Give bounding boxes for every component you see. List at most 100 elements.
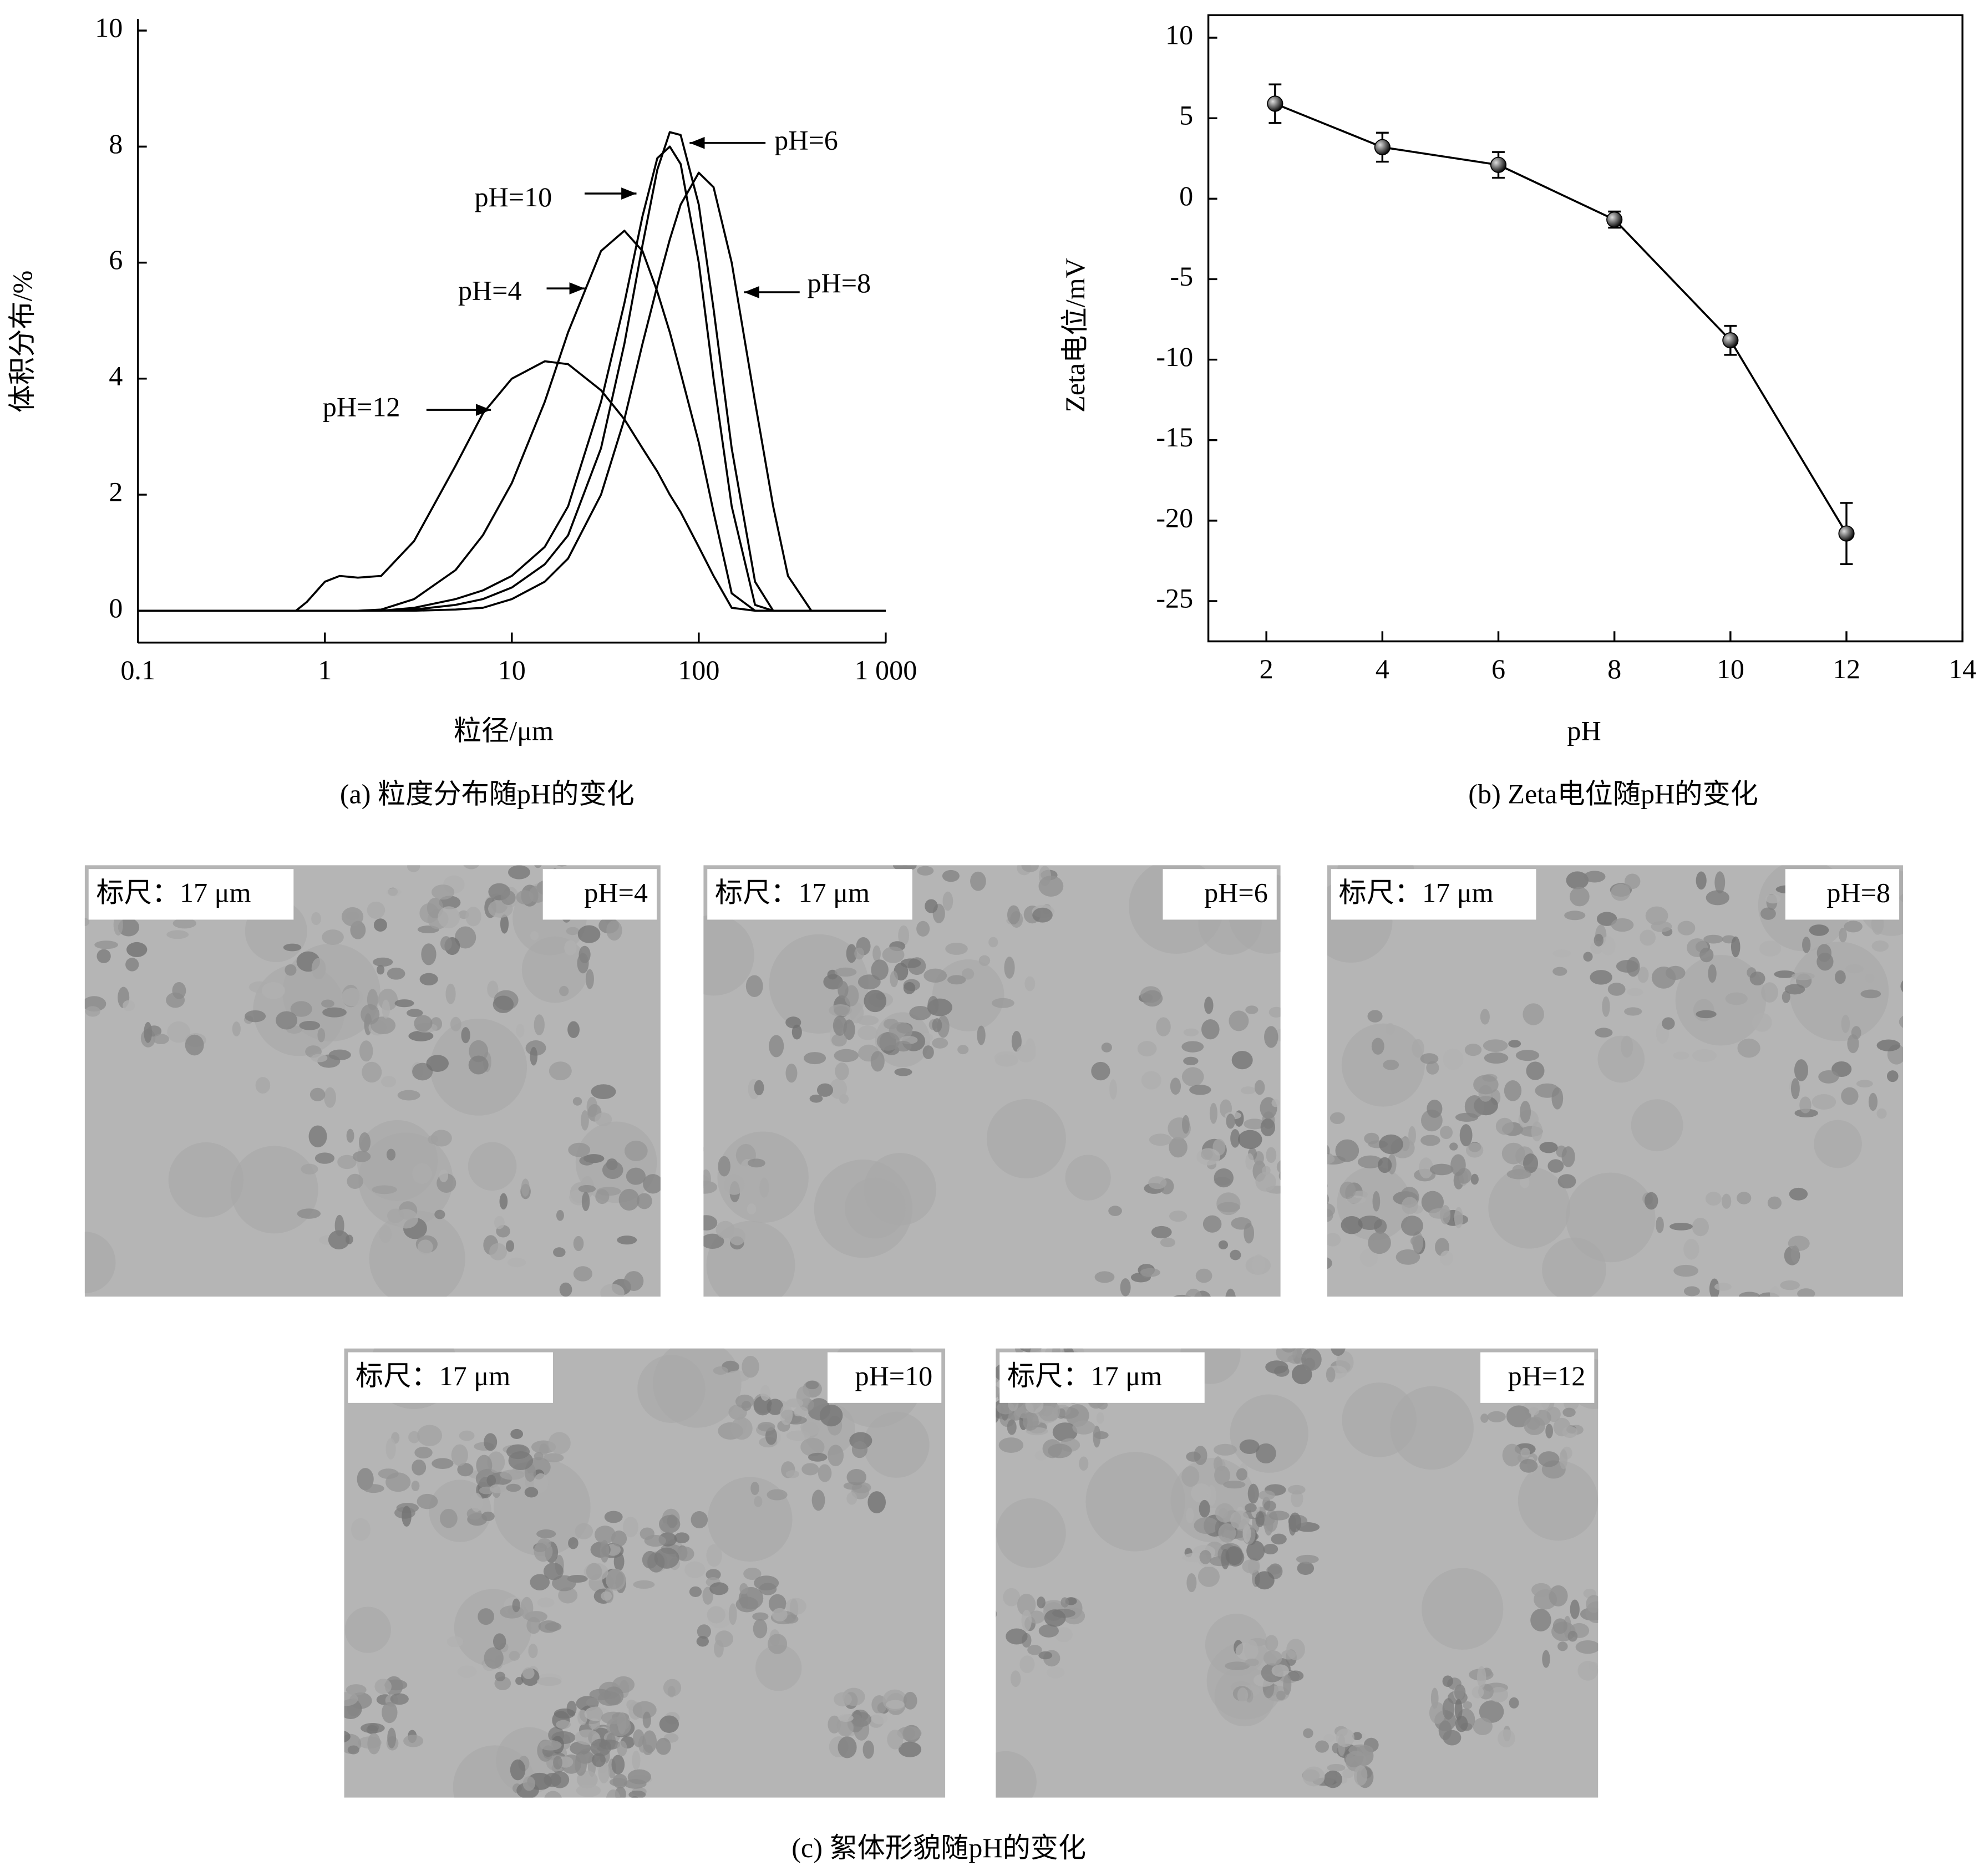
floc-particle	[440, 1508, 458, 1528]
floc-particle	[1379, 1134, 1403, 1155]
floc-particle	[1207, 1484, 1216, 1506]
floc-particle	[1246, 1541, 1265, 1561]
floc-particle	[1266, 1565, 1282, 1575]
floc-particle	[185, 1034, 204, 1056]
floc-particle	[1487, 1411, 1506, 1422]
floc-particle	[1109, 1079, 1117, 1100]
floc-particle	[1218, 1240, 1229, 1250]
floc-particle	[1791, 972, 1815, 980]
floc-particle	[1765, 894, 1781, 904]
floc-particle	[1225, 1546, 1243, 1565]
floc-particle	[1016, 1044, 1036, 1062]
floc-particle	[846, 944, 857, 963]
floc-particle	[146, 1025, 162, 1037]
floc-particle	[439, 1169, 449, 1182]
floc-particle	[1301, 1348, 1322, 1371]
floc-particle	[1401, 1216, 1423, 1236]
floc-particle	[1244, 1639, 1259, 1661]
floc-particle	[1268, 1511, 1290, 1521]
floc-particle	[1739, 1292, 1760, 1297]
floc-particle	[1021, 1609, 1032, 1631]
floc-particle	[1443, 1048, 1464, 1070]
floc-particle	[419, 973, 438, 985]
floc-particle	[530, 931, 539, 940]
floc-particle	[1072, 1420, 1095, 1435]
floc-particle	[1847, 1034, 1859, 1054]
data-point	[1490, 156, 1507, 173]
floc-particle	[1749, 971, 1765, 986]
micrograph: 标尺：17 μm pH=6	[703, 865, 1281, 1297]
floc-particle	[1204, 997, 1214, 1014]
floc-particle	[785, 1598, 806, 1615]
shadow	[1675, 954, 1767, 1046]
floc-particle	[854, 947, 865, 960]
floc-particle	[1186, 1573, 1197, 1593]
floc-particle	[378, 1468, 399, 1479]
floc-particle	[1264, 1026, 1278, 1048]
floc-particle	[838, 1736, 857, 1758]
ph-label-box	[542, 869, 657, 920]
floc-particle	[568, 1142, 591, 1157]
floc-particle	[324, 1087, 336, 1108]
floc-particle	[1790, 1078, 1800, 1100]
floc-particle	[658, 1515, 681, 1533]
floc-particle	[829, 1004, 853, 1016]
floc-particle	[544, 1791, 562, 1798]
floc-particle	[469, 1040, 489, 1062]
floc-particle	[785, 1398, 804, 1408]
floc-particle	[493, 1633, 506, 1650]
floc-particle	[373, 957, 393, 967]
floc-particle	[1140, 1268, 1160, 1277]
floc-particle	[633, 1580, 655, 1589]
floc-particle	[1900, 980, 1903, 993]
floc-particle	[851, 1441, 868, 1458]
floc-particle	[1303, 1728, 1313, 1738]
floc-particle	[1420, 1053, 1439, 1064]
floc-particle	[1624, 873, 1641, 889]
floc-particle	[539, 1740, 562, 1751]
floc-particle	[432, 1458, 454, 1469]
floc-particle	[510, 1428, 524, 1439]
floc-particle	[367, 1733, 381, 1755]
floc-particle	[1665, 965, 1686, 980]
floc-particle	[1876, 1039, 1901, 1051]
floc-particle	[994, 1051, 1018, 1064]
micrograph: 标尺：17 μm pH=4	[84, 865, 661, 1297]
y-tick-label: 4	[109, 360, 123, 391]
annotation: pH=10	[474, 181, 552, 212]
floc-particle	[642, 1711, 651, 1728]
floc-particle	[767, 1489, 788, 1501]
floc-particle	[538, 1620, 559, 1633]
floc-particle	[1552, 967, 1567, 976]
y-tick-label: -25	[1156, 583, 1193, 614]
floc-particle	[1010, 1670, 1021, 1687]
floc-particle	[613, 1552, 625, 1571]
floc-particle	[1809, 924, 1829, 936]
floc-particle	[1255, 1172, 1276, 1192]
floc-particle	[1737, 1192, 1752, 1204]
floc-particle	[1182, 1115, 1190, 1134]
floc-particle	[494, 1216, 505, 1229]
floc-particle	[1455, 1715, 1468, 1732]
floc-particle	[1254, 1571, 1275, 1590]
ph-label: pH=10	[855, 1360, 932, 1391]
floc-particle	[556, 1209, 564, 1221]
floc-particle	[322, 929, 344, 945]
floc-particle	[387, 1208, 404, 1223]
shadow	[1631, 1099, 1683, 1152]
floc-particle	[1442, 1675, 1453, 1687]
shadow	[986, 1099, 1066, 1178]
plot-frame	[1207, 14, 1963, 643]
floc-particle	[581, 1192, 590, 1212]
floc-particle	[489, 1484, 506, 1493]
y-axis-label: Zeta电位/mV	[1059, 258, 1090, 413]
floc-particle	[1480, 1414, 1489, 1423]
floc-particle	[450, 1016, 461, 1031]
floc-particle	[438, 906, 460, 929]
floc-particle	[1242, 1524, 1251, 1543]
floc-particle	[1871, 940, 1889, 952]
floc-particle	[301, 1163, 318, 1175]
floc-particle	[932, 1018, 942, 1033]
shadow	[168, 1142, 244, 1218]
floc-particle	[1091, 1061, 1110, 1081]
